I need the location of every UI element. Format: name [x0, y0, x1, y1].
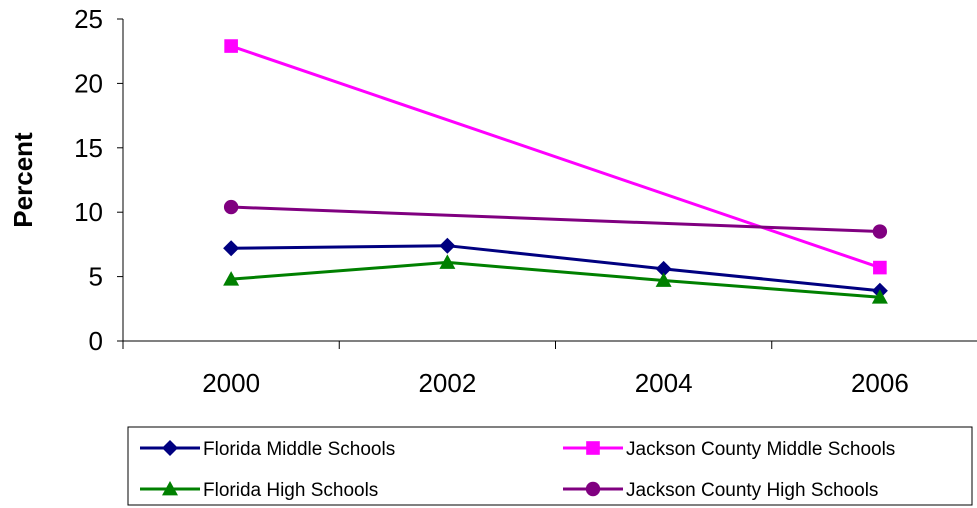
legend-item: Florida Middle Schools — [140, 439, 395, 460]
y-tick-label: 15 — [74, 133, 103, 163]
x-tick-label: 2004 — [635, 368, 693, 398]
legend-marker — [162, 440, 178, 456]
series-line — [231, 244, 881, 293]
legend-marker — [586, 441, 600, 455]
x-tick-label: 2006 — [851, 368, 909, 398]
data-point — [655, 272, 672, 287]
y-tick-label: 25 — [74, 4, 103, 34]
y-axis-label: Percent — [8, 132, 38, 228]
data-point — [439, 237, 456, 254]
y-tick-label: 5 — [89, 262, 103, 292]
data-point — [224, 39, 238, 53]
data-point — [655, 260, 672, 277]
data-point — [223, 240, 240, 257]
legend: Florida Middle Schools Jackson County Mid… — [127, 426, 973, 506]
legend-label: Florida High Schools — [203, 480, 378, 501]
y-tick-label: 10 — [74, 197, 103, 227]
legend-label: Florida Middle Schools — [203, 439, 395, 460]
series-jackson-county-middle-schools — [224, 39, 887, 275]
legend-label: Jackson County High Schools — [626, 480, 878, 501]
legend-label: Jackson County Middle Schools — [626, 439, 895, 460]
series-line — [230, 44, 881, 270]
y-tick-labels: 0 5 10 15 20 25 — [74, 4, 103, 356]
y-tick-label: 20 — [74, 68, 103, 98]
legend-item: Jackson County Middle Schools — [563, 439, 895, 460]
data-point — [439, 254, 456, 269]
x-tick-label: 2000 — [202, 368, 260, 398]
data-point — [873, 260, 887, 275]
legend-marker — [585, 481, 601, 497]
legend-box — [127, 426, 973, 506]
series-line — [231, 205, 880, 234]
series-florida-high-schools — [223, 254, 888, 304]
x-tick-label: 2002 — [418, 368, 476, 398]
axes — [117, 18, 977, 349]
series-line — [231, 260, 880, 299]
series-layer — [223, 39, 888, 304]
legend-item: Jackson County High Schools — [563, 480, 878, 501]
data-point — [223, 199, 239, 215]
x-tick-labels: 2000 2002 2004 2006 — [202, 368, 909, 398]
series-jackson-county-high-schools — [223, 199, 888, 239]
legend-marker — [162, 481, 178, 496]
data-point — [872, 224, 888, 239]
legend-item: Florida High Schools — [140, 480, 378, 501]
data-point — [223, 271, 240, 286]
y-tick-label: 0 — [89, 326, 103, 356]
data-point — [871, 289, 888, 304]
